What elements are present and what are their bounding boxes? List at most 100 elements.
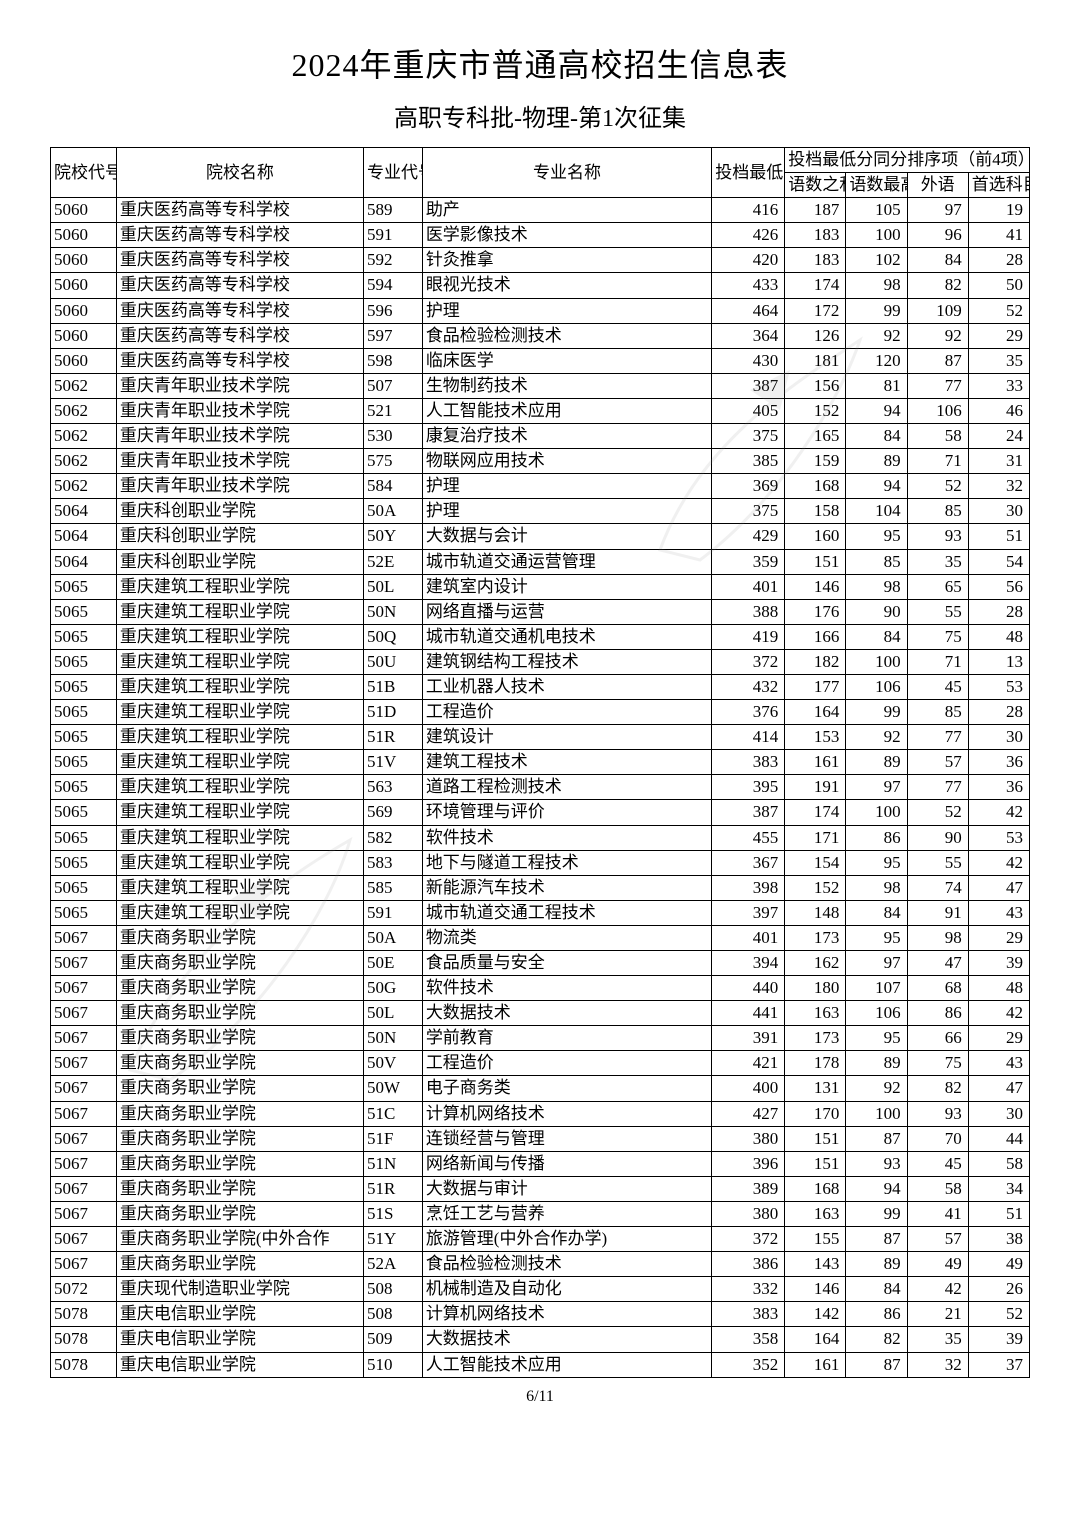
table-row: 5062重庆青年职业技术学院584护理369168945232 bbox=[51, 474, 1030, 499]
cell-major_code: 508 bbox=[363, 1302, 422, 1327]
cell-t2: 89 bbox=[846, 1051, 907, 1076]
page-title: 2024年重庆市普通高校招生信息表 bbox=[50, 40, 1030, 86]
cell-major_name: 食品质量与安全 bbox=[422, 951, 711, 976]
cell-school_name: 重庆科创职业学院 bbox=[116, 524, 363, 549]
cell-major_code: 575 bbox=[363, 449, 422, 474]
cell-t1: 151 bbox=[785, 1151, 846, 1176]
cell-school_code: 5062 bbox=[51, 373, 117, 398]
cell-school_code: 5067 bbox=[51, 925, 117, 950]
cell-school_name: 重庆商务职业学院 bbox=[116, 1051, 363, 1076]
cell-school_name: 重庆商务职业学院 bbox=[116, 976, 363, 1001]
cell-major_name: 计算机网络技术 bbox=[422, 1101, 711, 1126]
cell-school_name: 重庆建筑工程职业学院 bbox=[116, 800, 363, 825]
cell-school_code: 5065 bbox=[51, 725, 117, 750]
cell-school_name: 重庆商务职业学院 bbox=[116, 1076, 363, 1101]
hdr-school-code: 院校代号 bbox=[51, 148, 117, 198]
cell-major_name: 人工智能技术应用 bbox=[422, 1352, 711, 1377]
cell-t3: 77 bbox=[907, 725, 968, 750]
cell-school_code: 5060 bbox=[51, 348, 117, 373]
table-row: 5060重庆医药高等专科学校597食品检验检测技术364126929229 bbox=[51, 323, 1030, 348]
cell-t1: 156 bbox=[785, 373, 846, 398]
cell-min_score: 386 bbox=[712, 1252, 785, 1277]
cell-school_name: 重庆商务职业学院 bbox=[116, 1151, 363, 1176]
table-row: 5062重庆青年职业技术学院521人工智能技术应用4051529410646 bbox=[51, 398, 1030, 423]
cell-t1: 161 bbox=[785, 1352, 846, 1377]
table-row: 5060重庆医药高等专科学校589助产4161871059719 bbox=[51, 198, 1030, 223]
cell-t3: 84 bbox=[907, 248, 968, 273]
cell-major_code: 50L bbox=[363, 1001, 422, 1026]
cell-major_code: 50L bbox=[363, 574, 422, 599]
hdr-tie2: 语数最高 bbox=[846, 173, 907, 198]
cell-school_name: 重庆建筑工程职业学院 bbox=[116, 574, 363, 599]
cell-school_code: 5064 bbox=[51, 524, 117, 549]
cell-min_score: 401 bbox=[712, 925, 785, 950]
cell-t3: 106 bbox=[907, 398, 968, 423]
table-row: 5065重庆建筑工程职业学院50U建筑钢结构工程技术3721821007113 bbox=[51, 649, 1030, 674]
cell-school_name: 重庆商务职业学院 bbox=[116, 1001, 363, 1026]
cell-major_code: 596 bbox=[363, 298, 422, 323]
cell-t1: 143 bbox=[785, 1252, 846, 1277]
cell-t1: 163 bbox=[785, 1001, 846, 1026]
cell-t3: 92 bbox=[907, 323, 968, 348]
table-row: 5065重庆建筑工程职业学院51R建筑设计414153927730 bbox=[51, 725, 1030, 750]
cell-t2: 94 bbox=[846, 1176, 907, 1201]
cell-major_name: 大数据技术 bbox=[422, 1327, 711, 1352]
cell-t1: 162 bbox=[785, 951, 846, 976]
cell-school_name: 重庆医药高等专科学校 bbox=[116, 198, 363, 223]
cell-t3: 96 bbox=[907, 223, 968, 248]
cell-t2: 93 bbox=[846, 1151, 907, 1176]
cell-school_code: 5065 bbox=[51, 624, 117, 649]
cell-min_score: 383 bbox=[712, 1302, 785, 1327]
cell-major_code: 582 bbox=[363, 825, 422, 850]
cell-t4: 30 bbox=[968, 499, 1029, 524]
cell-min_score: 464 bbox=[712, 298, 785, 323]
cell-school_code: 5060 bbox=[51, 248, 117, 273]
cell-min_score: 397 bbox=[712, 900, 785, 925]
cell-major_name: 康复治疗技术 bbox=[422, 424, 711, 449]
cell-t1: 163 bbox=[785, 1201, 846, 1226]
cell-t4: 36 bbox=[968, 775, 1029, 800]
cell-t4: 30 bbox=[968, 725, 1029, 750]
cell-t1: 151 bbox=[785, 549, 846, 574]
table-row: 5067重庆商务职业学院50V工程造价421178897543 bbox=[51, 1051, 1030, 1076]
cell-school_name: 重庆建筑工程职业学院 bbox=[116, 674, 363, 699]
cell-t1: 164 bbox=[785, 1327, 846, 1352]
cell-t2: 98 bbox=[846, 875, 907, 900]
table-row: 5067重庆商务职业学院50A物流类401173959829 bbox=[51, 925, 1030, 950]
cell-t3: 42 bbox=[907, 1277, 968, 1302]
cell-t4: 54 bbox=[968, 549, 1029, 574]
cell-school_code: 5065 bbox=[51, 875, 117, 900]
hdr-min-score: 投档最低分 bbox=[712, 148, 785, 198]
cell-t4: 43 bbox=[968, 1051, 1029, 1076]
cell-major_name: 机械制造及自动化 bbox=[422, 1277, 711, 1302]
cell-t2: 84 bbox=[846, 1277, 907, 1302]
cell-major_code: 521 bbox=[363, 398, 422, 423]
cell-school_code: 5062 bbox=[51, 424, 117, 449]
cell-school_code: 5067 bbox=[51, 1001, 117, 1026]
cell-major_name: 城市轨道交通工程技术 bbox=[422, 900, 711, 925]
cell-t2: 92 bbox=[846, 323, 907, 348]
cell-major_code: 585 bbox=[363, 875, 422, 900]
cell-t4: 29 bbox=[968, 1026, 1029, 1051]
table-row: 5067重庆商务职业学院50G软件技术4401801076848 bbox=[51, 976, 1030, 1001]
hdr-tie3: 外语 bbox=[907, 173, 968, 198]
cell-t1: 160 bbox=[785, 524, 846, 549]
cell-major_name: 大数据技术 bbox=[422, 1001, 711, 1026]
cell-school_code: 5067 bbox=[51, 976, 117, 1001]
cell-t4: 48 bbox=[968, 976, 1029, 1001]
cell-t4: 32 bbox=[968, 474, 1029, 499]
cell-t1: 151 bbox=[785, 1126, 846, 1151]
table-row: 5065重庆建筑工程职业学院582软件技术455171869053 bbox=[51, 825, 1030, 850]
hdr-tie4: 首选科目 bbox=[968, 173, 1029, 198]
cell-t4: 49 bbox=[968, 1252, 1029, 1277]
table-row: 5067重庆商务职业学院50L大数据技术4411631068642 bbox=[51, 1001, 1030, 1026]
cell-school_code: 5078 bbox=[51, 1302, 117, 1327]
cell-t3: 98 bbox=[907, 925, 968, 950]
cell-school_name: 重庆商务职业学院 bbox=[116, 925, 363, 950]
cell-school_name: 重庆建筑工程职业学院 bbox=[116, 900, 363, 925]
cell-t1: 155 bbox=[785, 1227, 846, 1252]
cell-school_code: 5060 bbox=[51, 223, 117, 248]
cell-t4: 44 bbox=[968, 1126, 1029, 1151]
cell-min_score: 430 bbox=[712, 348, 785, 373]
cell-school_name: 重庆建筑工程职业学院 bbox=[116, 649, 363, 674]
